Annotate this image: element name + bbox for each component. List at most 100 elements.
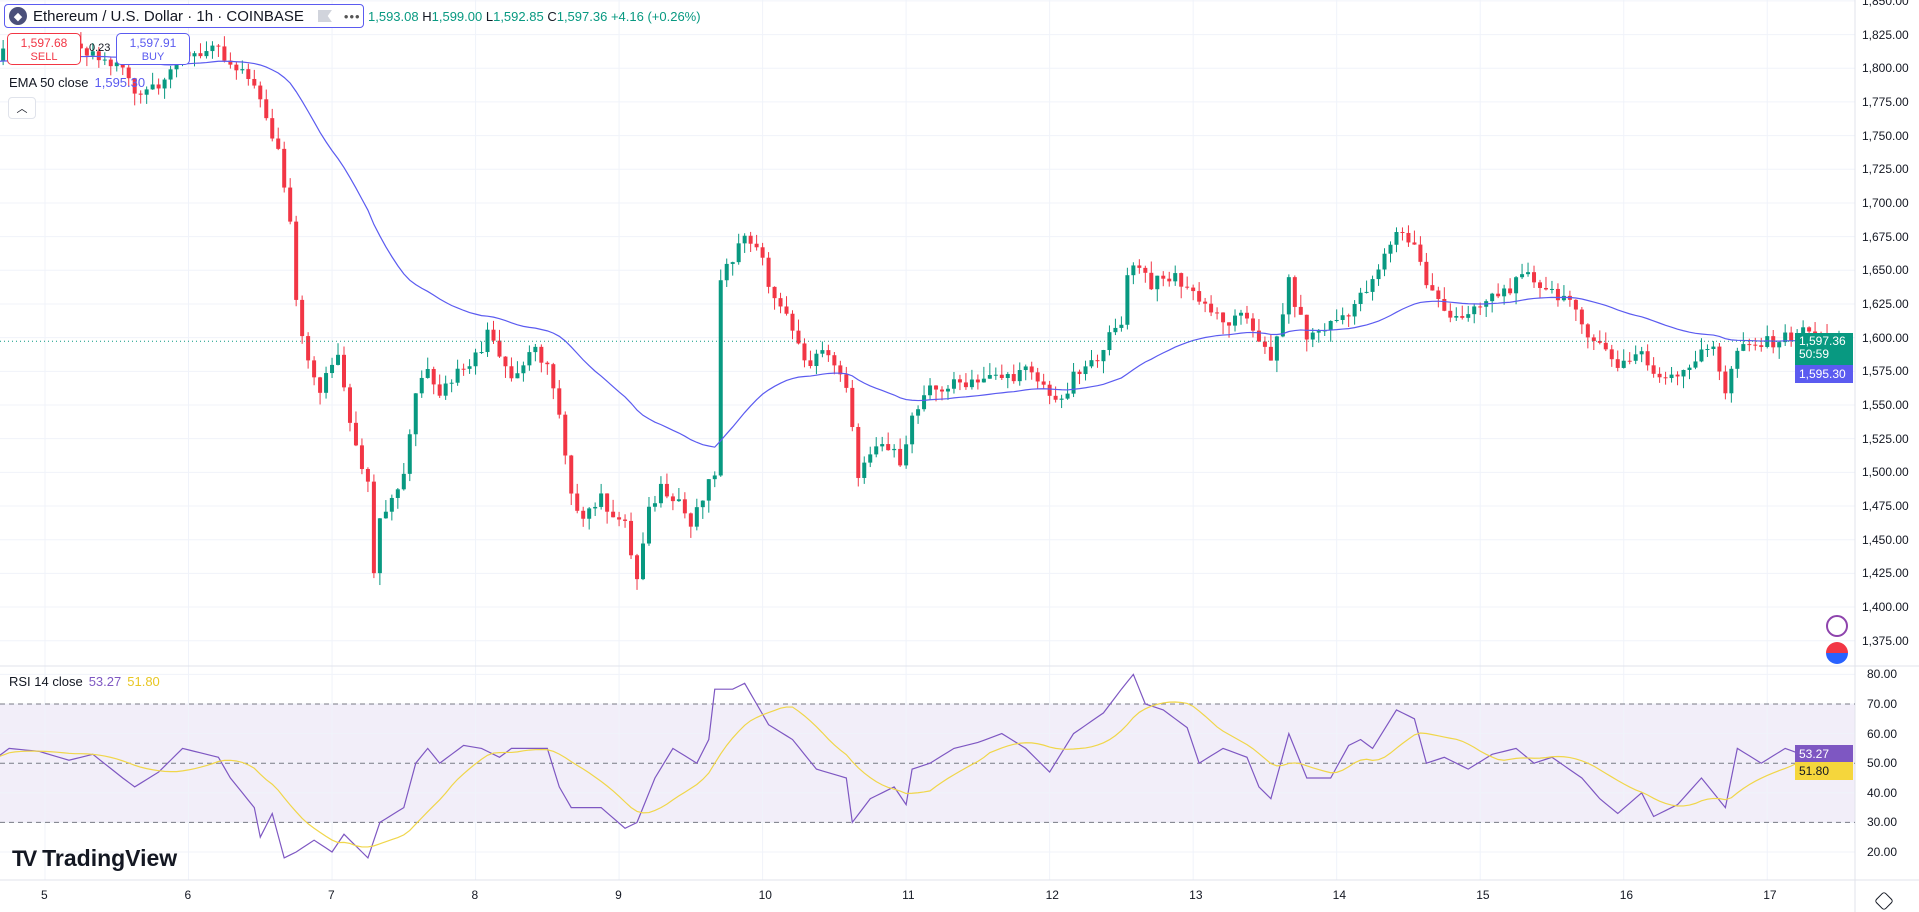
candle-body (84, 48, 89, 56)
candle-body (162, 79, 167, 89)
candle-body (126, 67, 131, 79)
buy-button[interactable]: 1,597.91 BUY (116, 33, 190, 65)
candle-body (216, 45, 221, 47)
rsi-legend[interactable]: RSI 14 close 53.27 51.80 (9, 674, 160, 689)
candle-body (1400, 232, 1405, 234)
symbol-title: Ethereum / U.S. Dollar · 1h · COINBASE (33, 7, 304, 25)
candle-body (545, 362, 550, 365)
candle-body (192, 53, 197, 57)
candle-body (1029, 366, 1034, 373)
candle-body (641, 543, 645, 580)
candle-body (1023, 366, 1028, 371)
candle-body (1221, 312, 1226, 323)
ema-legend[interactable]: EMA 50 close 1,595.30 (9, 75, 145, 90)
candle-body (1155, 275, 1160, 290)
low-label: L (485, 9, 494, 24)
candle-body (599, 493, 604, 507)
candle-body (1502, 288, 1507, 297)
candle-body (1496, 293, 1501, 297)
candle-body (1627, 360, 1632, 362)
candle-body (1693, 361, 1698, 368)
candle-body (270, 118, 275, 139)
symbol-title-box[interactable]: ◆ Ethereum / U.S. Dollar · 1h · COINBASE… (4, 4, 364, 28)
tradingview-logo[interactable]: TV TradingView (12, 845, 177, 872)
candle-body (347, 387, 352, 423)
price-tick-label: 1,500.00 (1862, 465, 1909, 480)
candle-body (527, 352, 532, 366)
collapse-legend-button[interactable]: ︿ (8, 97, 36, 119)
close-value: 1,597.36 (556, 9, 608, 24)
candle-body (993, 374, 998, 376)
candle-body (999, 374, 1004, 379)
candle-body (760, 247, 765, 258)
candle-body (342, 354, 346, 388)
more-options-icon[interactable]: ••• (343, 8, 361, 24)
candle-body (1143, 267, 1148, 273)
price-tick-label: 1,825.00 (1862, 27, 1909, 42)
candle-body (910, 415, 915, 445)
candle-body (419, 377, 424, 394)
rsi-tick-label: 20.00 (1867, 845, 1898, 859)
sell-button[interactable]: 1,597.68 SELL (7, 33, 81, 65)
candle-body (1137, 265, 1142, 268)
candle-body (1460, 316, 1465, 318)
candle-body (1191, 287, 1196, 292)
price-tick-label: 1,850.00 (1862, 0, 1909, 8)
candle-body (198, 53, 203, 57)
price-tick-label: 1,475.00 (1862, 499, 1909, 514)
candle-body (587, 508, 592, 519)
candle-body (246, 69, 251, 79)
candle-body (922, 395, 927, 410)
candle-body (359, 445, 364, 469)
rsi-tick-label: 80.00 (1867, 667, 1898, 682)
bar-countdown: 50:59 (1799, 347, 1830, 362)
flag-icon[interactable] (317, 10, 332, 22)
candle-body (1532, 272, 1537, 283)
candle-body (916, 409, 921, 416)
candle-body (898, 448, 903, 466)
candle-body (449, 382, 454, 384)
candle-body (1340, 315, 1345, 320)
candle-body (330, 364, 335, 374)
candle-body (1609, 349, 1614, 360)
rsi-ma-line (0, 701, 1840, 848)
rsi-ma-value-tag: 51.80 (1795, 761, 1853, 780)
candle-body (754, 243, 759, 248)
candle-body (1, 48, 6, 62)
candle-body (940, 389, 944, 392)
candle-body (1555, 288, 1560, 301)
candle-body (1179, 273, 1184, 287)
us-flag-icon[interactable] (1826, 642, 1848, 664)
lightning-icon[interactable] (1826, 615, 1848, 637)
tradingview-logo-text: TradingView (42, 845, 178, 871)
candle-body (1466, 314, 1471, 318)
candle-body (1233, 315, 1238, 326)
candle-body (850, 387, 855, 428)
ethereum-icon: ◆ (9, 7, 27, 25)
candle-body (371, 481, 376, 574)
price-tick-label: 1,800.00 (1862, 61, 1909, 76)
candle-body (1639, 351, 1644, 355)
candle-body (1113, 327, 1118, 333)
candle-body (1801, 327, 1806, 337)
candle-body (1723, 371, 1728, 394)
time-tick-label: 7 (328, 888, 335, 902)
candle-body (551, 364, 556, 389)
candle-body (772, 286, 777, 299)
candle-body (282, 148, 287, 188)
candle-body (623, 519, 628, 521)
candle-body (1585, 324, 1590, 338)
last-price: 1,597.36 (1799, 334, 1846, 349)
candle-body (1376, 269, 1381, 280)
candle-body (1526, 272, 1531, 275)
candle-body (1059, 398, 1064, 400)
candle-body (1735, 350, 1740, 369)
candle-body (288, 187, 293, 222)
candle-body (1448, 310, 1453, 318)
sell-price: 1,597.68 (20, 36, 68, 50)
candle-body (383, 511, 388, 519)
price-tick-label: 1,725.00 (1862, 162, 1909, 177)
candle-body (1274, 336, 1279, 361)
candle-body (652, 503, 657, 507)
